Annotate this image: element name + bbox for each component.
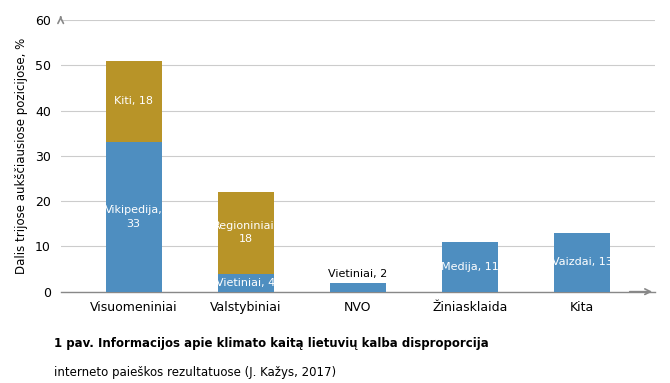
Text: Vaizdai, 13: Vaizdai, 13 xyxy=(551,257,612,267)
Text: interneto paieškos rezultatuose (J. Kažys, 2017): interneto paieškos rezultatuose (J. Kažy… xyxy=(54,366,336,379)
Text: Regioniniai,
18: Regioniniai, 18 xyxy=(213,221,278,244)
Text: 1 pav. Informacijos apie klimato kaitą lietuvių kalba disproporcija: 1 pav. Informacijos apie klimato kaitą l… xyxy=(54,337,488,350)
Bar xyxy=(442,242,498,292)
Y-axis label: Dalis trijose aukščiausiose pozicijose, %: Dalis trijose aukščiausiose pozicijose, … xyxy=(15,38,28,274)
Bar xyxy=(218,273,274,292)
Bar xyxy=(330,283,386,292)
Text: Vietiniai, 2: Vietiniai, 2 xyxy=(328,269,387,279)
Text: Vikipedija,
33: Vikipedija, 33 xyxy=(105,205,162,229)
Bar xyxy=(554,233,610,292)
Bar xyxy=(105,61,161,142)
Bar xyxy=(105,142,161,292)
Bar xyxy=(218,192,274,273)
Text: Kiti, 18: Kiti, 18 xyxy=(114,97,153,106)
Text: Medija, 11: Medija, 11 xyxy=(441,262,499,272)
Text: Vietiniai, 4: Vietiniai, 4 xyxy=(216,278,275,288)
